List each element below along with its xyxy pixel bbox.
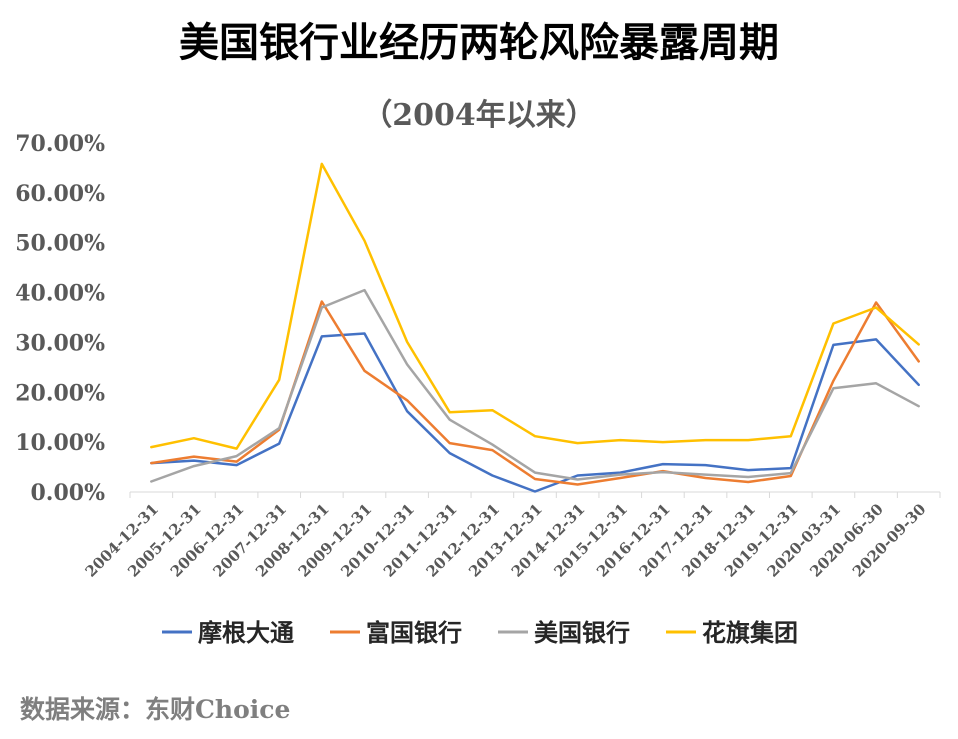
y-tick-label: 40.00% (15, 281, 105, 307)
y-tick-label: 70.00% (15, 131, 105, 157)
y-axis-ticks: 0.00% 10.00% 20.00% 30.00% 40.00% 50.00% 60.00… (15, 131, 105, 506)
y-tick-label: 30.00% (15, 330, 105, 356)
legend: 摩根大通 富国银行 美国银行 花旗集团 (162, 618, 798, 647)
x-axis-ticks: 2004-12-312005-12-312006-12-312007-12-31… (82, 492, 941, 581)
legend-label: 摩根大通 (198, 618, 294, 647)
y-tick-label: 50.00% (15, 231, 105, 257)
chart-title: 美国银行业经历两轮风险暴露周期 (179, 19, 779, 66)
source-note: 数据来源：东财Choice (20, 695, 291, 724)
series-line (150, 300, 920, 486)
series-lines (150, 162, 920, 493)
legend-label: 花旗集团 (702, 618, 798, 647)
y-tick-label: 10.00% (15, 430, 105, 456)
chart-subtitle: （2004年以来） (362, 98, 596, 133)
series-line (150, 332, 920, 493)
series-line (150, 288, 920, 483)
legend-label: 美国银行 (534, 618, 630, 647)
y-tick-label: 20.00% (15, 380, 105, 406)
y-tick-label: 60.00% (15, 181, 105, 207)
series-line (150, 162, 920, 450)
y-tick-label: 0.00% (31, 480, 106, 506)
x-tick-label: 2004-12-31 (82, 500, 163, 581)
legend-label: 富国银行 (366, 618, 462, 647)
